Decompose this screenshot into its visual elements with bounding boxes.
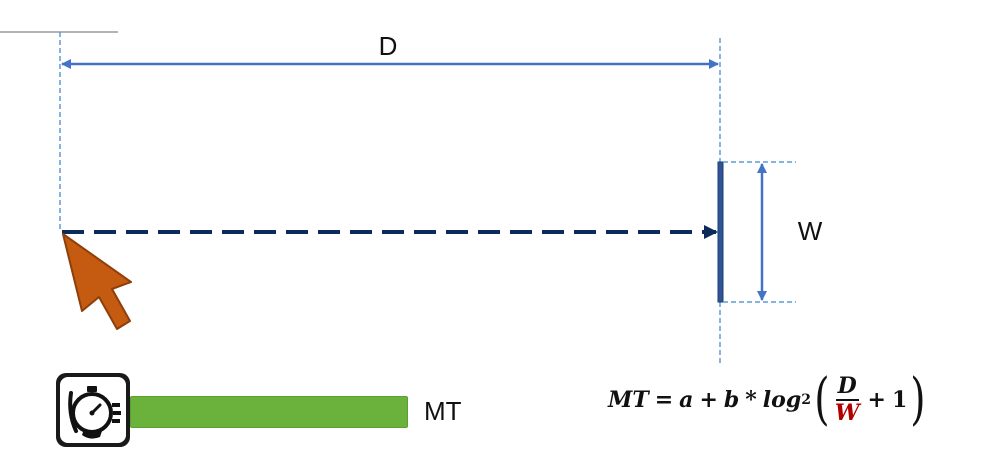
formula-log-base: 2 xyxy=(801,392,811,408)
formula-fraction: D W xyxy=(834,373,860,427)
formula-denominator: W xyxy=(834,400,860,426)
formula-one: 1 xyxy=(891,387,908,413)
formula-log: log xyxy=(762,387,802,413)
movement-time-label: MT xyxy=(424,396,462,426)
formula-close-paren: ) xyxy=(910,367,926,432)
mouse-pointer-icon xyxy=(62,233,132,330)
formula-open-paren: ( xyxy=(814,367,830,432)
formula-times: * xyxy=(745,387,757,413)
movement-time-bar xyxy=(130,396,408,428)
distance-label: D xyxy=(379,31,398,61)
formula-plus: + xyxy=(699,387,718,413)
formula-a: a xyxy=(679,387,694,413)
formula-equals: = xyxy=(654,387,674,413)
formula-b: b xyxy=(723,387,740,413)
width-label: W xyxy=(798,216,823,246)
formula-numerator: D xyxy=(835,373,859,401)
formula-plus-2: + xyxy=(867,387,886,413)
formula-lhs: MT xyxy=(608,387,649,413)
target-bar xyxy=(717,161,724,303)
fitts-law-formula: MT = a + b * log 2 ( D W + 1 ) xyxy=(608,360,929,440)
stopwatch-icon xyxy=(56,373,130,447)
